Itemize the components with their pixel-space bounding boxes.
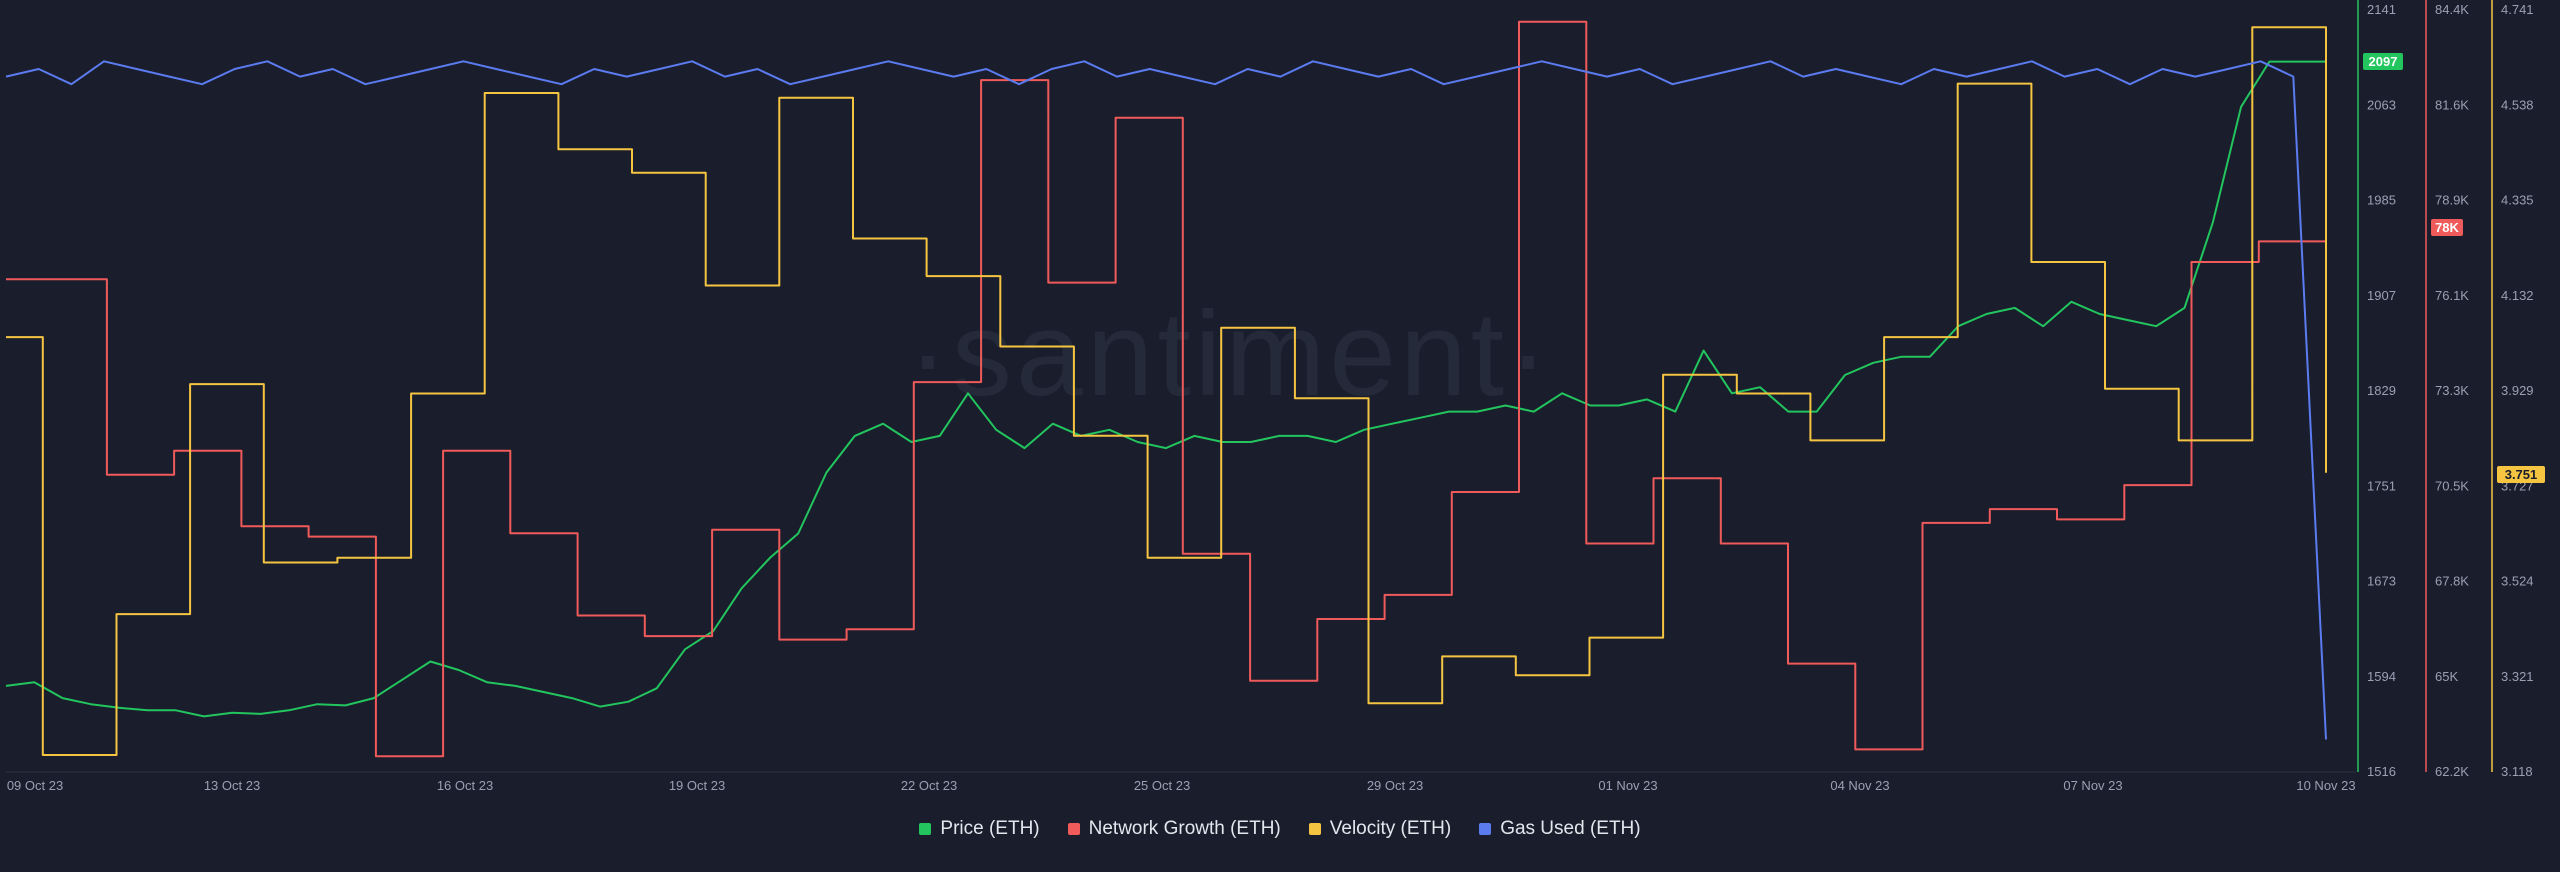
y-tick-label-velocity: 3.929 — [2501, 383, 2534, 398]
current-value-label-price: 2097 — [2369, 54, 2398, 69]
x-tick-label: 29 Oct 23 — [1367, 778, 1423, 793]
current-value-badge-velocity — [2497, 466, 2545, 483]
legend-swatch — [919, 823, 932, 835]
x-tick-label: 09 Oct 23 — [7, 778, 63, 793]
legend-swatch — [1067, 823, 1080, 835]
legend-item[interactable]: Velocity (ETH) — [1308, 818, 1452, 840]
legend-label: Velocity (ETH) — [1329, 818, 1452, 839]
series-layer — [5, 20, 2327, 758]
current-value-label-velocity: 3.751 — [2505, 467, 2538, 482]
series-line-3[interactable] — [5, 60, 2327, 740]
y-tick-label-network_growth: 70.5K — [2435, 478, 2469, 493]
y-tick-label-network_growth: 78.9K — [2435, 193, 2469, 208]
y-tick-label-price: 1673 — [2367, 574, 2396, 589]
legend-item[interactable]: Price (ETH) — [919, 818, 1040, 840]
current-value-badge-price — [2363, 53, 2403, 70]
y-tick-label-price: 1751 — [2367, 478, 2396, 493]
legend-label: Network Growth (ETH) — [1088, 818, 1281, 839]
legend-label: Gas Used (ETH) — [1500, 818, 1641, 839]
y-tick-label-price: 2063 — [2367, 97, 2396, 112]
y-tick-label-network_growth: 84.4K — [2435, 2, 2469, 17]
y-tick-label-velocity: 3.118 — [2501, 764, 2533, 779]
x-tick-label: 22 Oct 23 — [901, 778, 957, 793]
y-tick-label-price: 1516 — [2367, 764, 2396, 779]
series-line-2[interactable] — [6, 26, 2327, 756]
x-tick-label: 16 Oct 23 — [437, 778, 493, 793]
watermark: ·santiment· — [908, 287, 1552, 421]
y-tick-label-network_growth: 73.3K — [2435, 383, 2469, 398]
chart-legend: Price (ETH) Network Growth (ETH) Velocity … — [0, 818, 2560, 840]
legend-item[interactable]: Network Growth (ETH) — [1067, 818, 1281, 840]
y-tick-label-network_growth: 81.6K — [2435, 97, 2469, 112]
y-tick-label-price: 1985 — [2367, 193, 2396, 208]
legend-item[interactable]: Gas Used (ETH) — [1479, 818, 1641, 840]
y-tick-label-price: 1829 — [2367, 383, 2396, 398]
x-tick-label: 25 Oct 23 — [1134, 778, 1190, 793]
y-tick-label-price: 1907 — [2367, 288, 2396, 303]
y-tick-label-velocity: 4.741 — [2501, 2, 2534, 17]
y-tick-label-velocity: 3.321 — [2501, 669, 2534, 684]
series-line-0[interactable] — [5, 60, 2326, 718]
y-tick-label-network_growth: 76.1K — [2435, 288, 2469, 303]
x-tick-label: 10 Nov 23 — [2296, 778, 2355, 793]
y-tick-label-velocity: 4.335 — [2501, 193, 2534, 208]
x-tick-label: 04 Nov 23 — [1830, 778, 1889, 793]
legend-swatch — [1308, 823, 1321, 835]
legend-label: Price (ETH) — [940, 818, 1040, 839]
y-tick-label-network_growth: 67.8K — [2435, 574, 2469, 589]
y-tick-label-network_growth: 62.2K — [2435, 764, 2469, 779]
current-value-label-network_growth: 78K — [2435, 220, 2459, 235]
x-tick-label: 19 Oct 23 — [669, 778, 725, 793]
current-value-badge-network_growth — [2431, 219, 2463, 236]
series-line-1[interactable] — [6, 20, 2327, 758]
x-tick-label: 07 Nov 23 — [2063, 778, 2122, 793]
x-tick-label: 01 Nov 23 — [1598, 778, 1657, 793]
axes-layer: 09 Oct 23 13 Oct 23 16 Oct 23 19 Oct 23 22 O… — [6, 0, 2545, 793]
y-tick-label-price: 2141 — [2367, 2, 2396, 17]
legend-swatch — [1479, 823, 1492, 835]
y-tick-label-price: 1594 — [2367, 669, 2396, 684]
y-tick-label-velocity: 4.132 — [2501, 288, 2534, 303]
x-tick-label: 13 Oct 23 — [204, 778, 260, 793]
y-tick-label-velocity: 4.538 — [2501, 97, 2534, 112]
y-tick-label-velocity: 3.524 — [2501, 574, 2534, 589]
y-tick-label-network_growth: 65K — [2435, 669, 2458, 684]
